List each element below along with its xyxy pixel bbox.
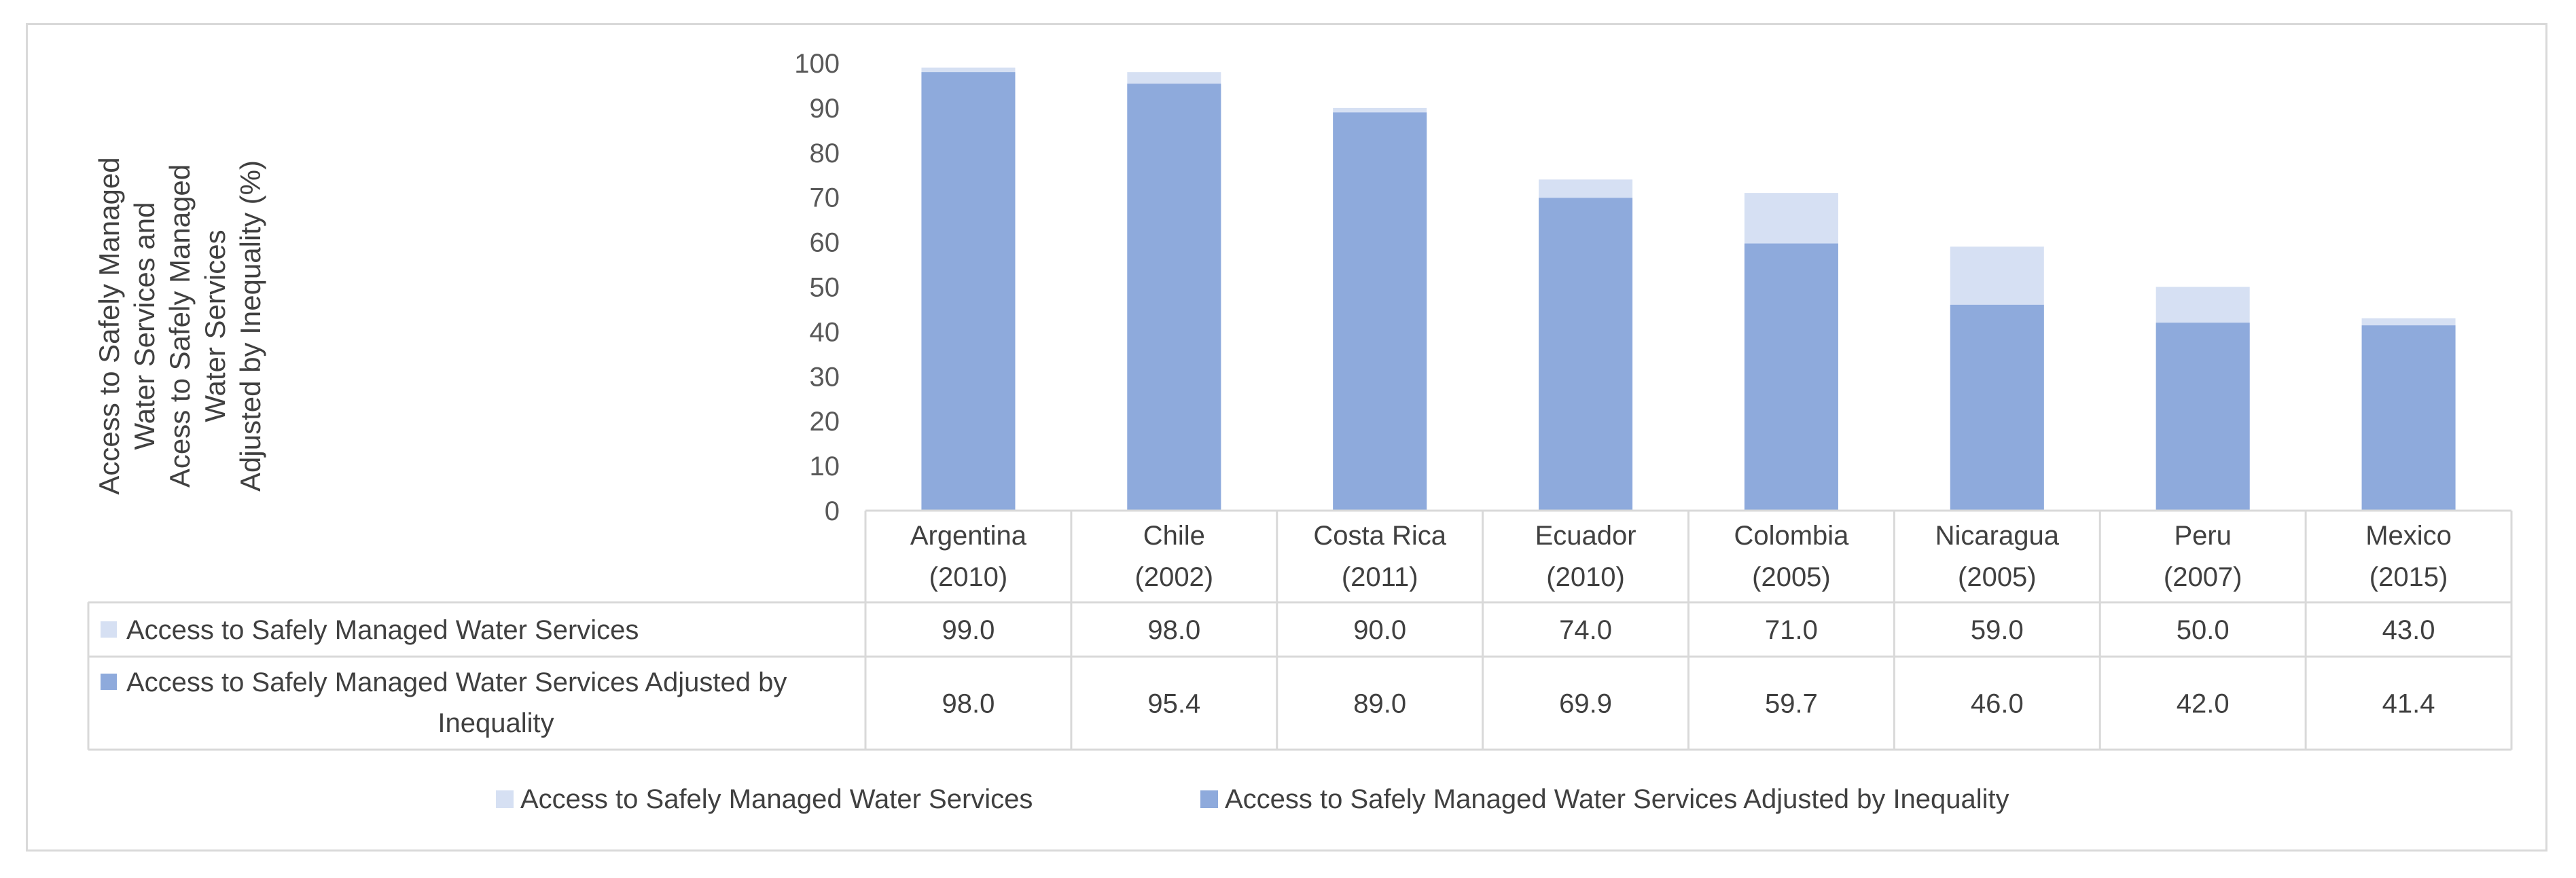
y-tick-label: 30 xyxy=(810,362,840,392)
y-tick-label: 60 xyxy=(810,228,840,258)
category-year: (2005) xyxy=(1958,562,2037,592)
table-value: 50.0 xyxy=(2177,615,2230,645)
category-year: (2002) xyxy=(1135,562,1214,592)
category-year: (2005) xyxy=(1752,562,1831,592)
table-value: 71.0 xyxy=(1765,615,1818,645)
table-value: 95.4 xyxy=(1147,689,1200,719)
y-tick-label: 100 xyxy=(794,49,840,79)
category-year: (2011) xyxy=(1342,562,1418,592)
table-key-water-access xyxy=(101,621,117,638)
table-value: 41.4 xyxy=(2382,689,2435,719)
y-axis-title-line: Acess to Safely Managed xyxy=(164,164,196,488)
table-key-water-access-adjusted xyxy=(101,674,117,690)
table-value: 98.0 xyxy=(942,689,995,719)
bar-water-access-adjusted xyxy=(1539,198,1633,511)
table-value: 46.0 xyxy=(1971,689,2024,719)
category-year: (2015) xyxy=(2369,562,2448,592)
y-tick-label: 40 xyxy=(810,317,840,347)
bar-water-access-adjusted xyxy=(2155,323,2250,511)
category-name: Mexico xyxy=(2365,521,2452,551)
category-year: (2007) xyxy=(2164,562,2242,592)
bar-water-access-adjusted xyxy=(1744,243,1838,511)
table-value: 42.0 xyxy=(2177,689,2230,719)
legend-item-water-access-adjusted-swatch xyxy=(1200,790,1218,808)
chart-frame xyxy=(26,23,2547,852)
y-tick-label: 50 xyxy=(810,273,840,303)
table-value: 59.0 xyxy=(1971,615,2024,645)
legend-item-water-access-swatch xyxy=(496,790,514,808)
table-value: 59.7 xyxy=(1765,689,1818,719)
y-axis-title-line: Water Services and xyxy=(128,202,160,450)
table-value: 74.0 xyxy=(1559,615,1612,645)
y-tick-label: 80 xyxy=(810,139,840,168)
y-tick-label: 10 xyxy=(810,452,840,481)
legend-item-water-access-label: Access to Safely Managed Water Services xyxy=(520,784,1033,814)
table-value: 69.9 xyxy=(1559,689,1612,719)
table-value: 90.0 xyxy=(1353,615,1406,645)
category-name: Colombia xyxy=(1734,521,1849,551)
y-tick-label: 70 xyxy=(810,183,840,213)
table-series-label-cont: Inequality xyxy=(437,708,554,738)
y-axis-title-line: Adjusted by Inequality (%) xyxy=(234,160,266,492)
table-value: 89.0 xyxy=(1353,689,1406,719)
y-axis-title-line: Water Services xyxy=(199,230,231,422)
category-name: Chile xyxy=(1143,521,1205,551)
category-year: (2010) xyxy=(929,562,1008,592)
bar-water-access-adjusted xyxy=(1127,84,1221,511)
category-name: Peru xyxy=(2174,521,2232,551)
y-axis-title: Access to Safely Managed Water Services a… xyxy=(93,157,266,494)
table-series-label: Access to Safely Managed Water Services xyxy=(126,615,639,645)
table-series-label: Access to Safely Managed Water Services … xyxy=(126,667,787,697)
category-name: Nicaragua xyxy=(1935,521,2060,551)
y-tick-label: 0 xyxy=(825,496,840,526)
table-value: 43.0 xyxy=(2382,615,2435,645)
category-year: (2010) xyxy=(1546,562,1625,592)
y-tick-label: 20 xyxy=(810,407,840,437)
table-value: 98.0 xyxy=(1147,615,1200,645)
table-value: 99.0 xyxy=(942,615,995,645)
bar-water-access-adjusted xyxy=(1333,112,1427,511)
legend-item-water-access-adjusted-label: Access to Safely Managed Water Services … xyxy=(1225,784,2009,814)
bar-water-access-adjusted xyxy=(2361,325,2456,511)
category-name: Argentina xyxy=(910,521,1027,551)
bar-water-access-adjusted xyxy=(1950,304,2044,511)
bar-water-access-adjusted xyxy=(921,72,1016,511)
y-tick-label: 90 xyxy=(810,94,840,124)
y-axis-title-line: Access to Safely Managed xyxy=(93,157,125,494)
category-name: Costa Rica xyxy=(1313,521,1446,551)
category-name: Ecuador xyxy=(1535,521,1636,551)
